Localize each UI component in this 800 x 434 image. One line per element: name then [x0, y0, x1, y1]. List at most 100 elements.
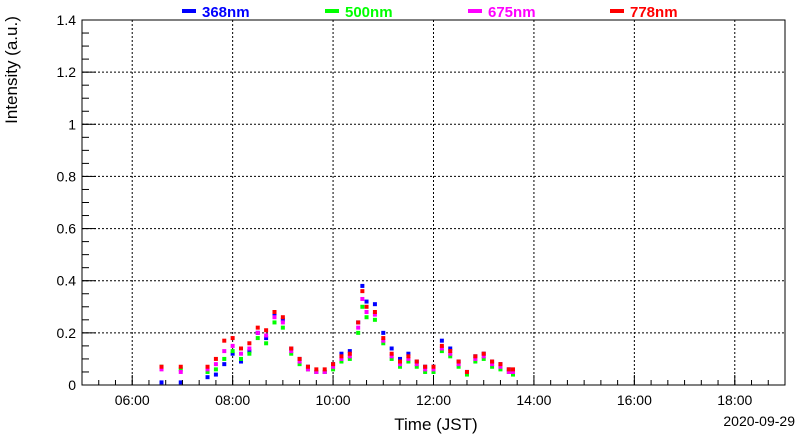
data-point: [439, 338, 444, 343]
data-point: [356, 330, 361, 335]
data-point: [431, 364, 436, 369]
data-point: [247, 351, 252, 356]
data-point: [280, 320, 285, 325]
legend-label-778nm: 778nm: [630, 4, 678, 21]
data-point: [372, 302, 377, 307]
data-point: [297, 356, 302, 361]
data-point: [305, 364, 310, 369]
data-point: [439, 346, 444, 351]
data-point: [511, 369, 516, 374]
data-point: [381, 341, 386, 346]
data-point: [389, 346, 394, 351]
y-tick-label: 0.2: [57, 325, 77, 341]
legend-swatch-500nm: [325, 9, 339, 13]
data-point: [239, 359, 244, 364]
data-point: [280, 325, 285, 330]
data-point: [247, 346, 252, 351]
data-point: [322, 367, 327, 372]
data-point: [381, 330, 386, 335]
data-point: [448, 351, 453, 356]
data-point: [222, 356, 227, 361]
data-point: [178, 369, 183, 374]
data-point: [481, 356, 486, 361]
data-point: [178, 367, 183, 372]
data-point: [322, 369, 327, 374]
data-point: [372, 310, 377, 314]
data-point: [205, 375, 210, 380]
data-point: [389, 354, 394, 359]
data-point: [264, 328, 269, 333]
data-point: [414, 362, 419, 367]
x-tick-label: 08:00: [215, 392, 250, 408]
data-point: [481, 351, 486, 356]
data-point: [205, 364, 210, 369]
data-point: [339, 359, 344, 364]
data-point: [431, 367, 436, 372]
x-tick-label: 10:00: [316, 392, 351, 408]
data-point: [372, 312, 377, 317]
data-point: [431, 369, 436, 374]
data-point: [222, 362, 227, 367]
data-point: [364, 310, 369, 314]
data-point: [372, 317, 377, 322]
data-point: [406, 359, 411, 364]
data-point: [360, 283, 365, 288]
data-point: [423, 369, 428, 374]
data-point: [331, 364, 336, 369]
y-tick-label: 0.6: [57, 221, 77, 237]
data-point: [473, 354, 478, 359]
data-point: [264, 341, 269, 346]
data-point: [456, 362, 461, 367]
data-point: [272, 310, 277, 314]
data-point: [490, 362, 495, 367]
series-778nm: [159, 289, 516, 374]
y-tick-label: 0.4: [57, 273, 77, 289]
data-point: [347, 351, 352, 356]
data-point: [511, 367, 516, 372]
data-point: [389, 351, 394, 356]
x-tick-label: 18:00: [717, 392, 752, 408]
data-point: [339, 356, 344, 361]
data-point: [230, 343, 235, 348]
data-point: [159, 364, 164, 369]
y-tick-label: 1.2: [57, 64, 77, 80]
data-point: [464, 369, 469, 374]
y-axis-title: Intensity (a.u.): [2, 16, 21, 124]
data-point: [498, 367, 503, 372]
data-point: [356, 325, 361, 330]
data-point: [247, 349, 252, 354]
data-point: [356, 320, 361, 325]
axis-ticks: 06:00 08:00 10:00 12:00 14:00 16:00 18:00 0 0.2 0…: [57, 12, 786, 408]
data-point: [159, 380, 164, 385]
data-point: [230, 336, 235, 341]
data-point: [448, 346, 453, 351]
data-point: [205, 367, 210, 372]
plot-frame-border: [81, 19, 786, 386]
data-point: [331, 362, 336, 367]
data-point: [289, 349, 294, 354]
data-points: [159, 283, 516, 385]
y-tick-label: 0.8: [57, 168, 77, 184]
data-point: [389, 356, 394, 361]
data-point: [255, 336, 260, 341]
data-point: [213, 356, 218, 361]
data-point: [339, 354, 344, 359]
y-tick-label: 1: [68, 116, 76, 132]
legend-swatch-368nm: [182, 9, 196, 13]
data-point: [230, 349, 235, 354]
series-368nm: [159, 283, 516, 385]
data-point: [178, 380, 183, 385]
data-point: [264, 336, 269, 341]
data-point: [490, 364, 495, 369]
data-point: [473, 359, 478, 364]
data-point: [314, 367, 319, 372]
data-point: [473, 356, 478, 361]
data-point: [464, 372, 469, 377]
data-point: [213, 362, 218, 367]
data-point: [247, 341, 252, 346]
data-point: [414, 359, 419, 364]
x-tick-label: 06:00: [115, 392, 150, 408]
data-point: [398, 364, 403, 369]
data-point: [360, 304, 365, 309]
